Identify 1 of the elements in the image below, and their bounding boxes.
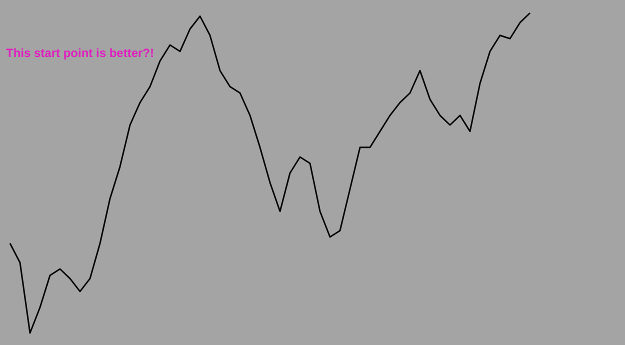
annotation: This start point is better?! xyxy=(6,46,154,60)
